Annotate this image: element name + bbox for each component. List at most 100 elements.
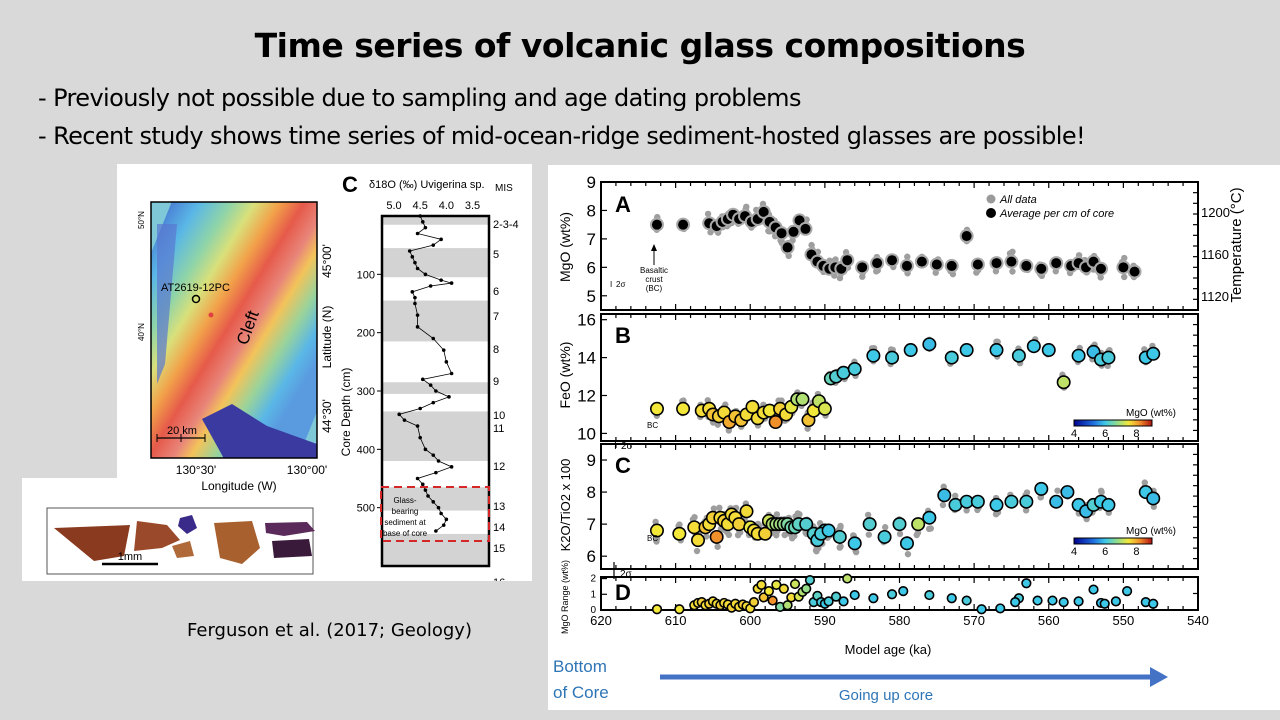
d18o-point	[420, 377, 425, 382]
d18o-point	[402, 418, 407, 422]
d18o-point	[418, 435, 422, 440]
mgo-colored-point	[959, 343, 974, 358]
legend-average: Average per cm of core	[999, 208, 1114, 220]
average-point	[1006, 256, 1017, 267]
y-tick-label: 16	[577, 311, 596, 330]
average-point	[916, 256, 927, 267]
d18o-point	[444, 517, 449, 522]
colorbar-tick-label: 8	[1133, 428, 1139, 440]
mgo-colored-point	[849, 589, 860, 601]
all-data-point	[992, 510, 1000, 518]
average-point	[857, 262, 868, 273]
panel-c: 6 7 8 9	[587, 443, 1199, 570]
legend-average-marker	[986, 208, 996, 218]
mgo-colored-point	[799, 517, 814, 532]
mis-stage-label: 11	[493, 423, 504, 435]
d18o-point	[431, 400, 436, 405]
colorbar-tick-label: 4	[1071, 546, 1077, 558]
d18o-point	[444, 360, 449, 364]
glass-fragment	[178, 515, 197, 534]
panel-a-ylabel: MgO (wt%)	[557, 212, 573, 282]
mgo-colored-point	[649, 523, 664, 538]
mgo-colored-point	[1060, 485, 1075, 500]
citation: Ferguson et al. (2017; Geology)	[187, 620, 472, 641]
average-point	[1095, 263, 1106, 274]
d18o-point	[423, 225, 428, 230]
mgo-colored-point	[709, 529, 724, 544]
all-data-point	[812, 547, 820, 554]
mis-label: MIS	[495, 183, 513, 194]
legend-all-data: All data	[999, 194, 1037, 206]
mgo-colored-point	[995, 603, 1006, 614]
mgo-colored-point	[804, 575, 816, 586]
y-tick-label: 12	[577, 387, 596, 406]
panel-b-error: 2σ	[621, 441, 634, 452]
all-data-point	[1141, 479, 1148, 486]
x-tick-label: 580	[889, 613, 911, 628]
colorbar-tick-label: 6	[1102, 546, 1108, 558]
glass-fragment	[272, 539, 312, 558]
average-point	[946, 260, 957, 271]
depth-tick-label: 300	[357, 386, 375, 398]
d18o-tick-label: 3.5	[465, 200, 480, 212]
panel-b-ylabel: FeO (wt%)	[557, 342, 573, 409]
y-tick-label: 0	[590, 605, 596, 616]
average-point	[887, 255, 898, 266]
panel-c-bc: BC	[647, 534, 658, 543]
mgo-colored-point	[672, 526, 687, 541]
d18o-point	[431, 500, 436, 504]
mis-stage-label: 10	[493, 410, 505, 422]
mgo-colored-point	[989, 343, 1004, 358]
all-data-point	[925, 525, 933, 533]
average-point	[1129, 266, 1140, 277]
mgo-colored-point	[801, 583, 812, 594]
glass-fragment	[54, 525, 130, 561]
d18o-point	[434, 470, 438, 475]
d18o-point	[413, 295, 417, 300]
d18o-point	[415, 476, 420, 481]
colorbar-tick-label: 4	[1071, 428, 1077, 440]
mgo-colored-point	[989, 497, 1004, 512]
colorbar-b	[1073, 419, 1153, 427]
mgo-colored-point	[795, 392, 810, 407]
bc-annotation-line1: Basaltic	[640, 266, 668, 275]
depth-tick-label: 400	[357, 444, 375, 456]
d18o-point	[420, 482, 425, 487]
mgo-colored-point	[922, 510, 937, 525]
panel-a-error: 2σ	[616, 280, 625, 289]
y-tick-label: 1	[590, 589, 596, 600]
d18o-point	[410, 255, 415, 259]
average-point	[776, 228, 787, 239]
plot-frame	[600, 181, 1199, 311]
mis-stage-label: 12	[493, 461, 505, 473]
mgo-colored-point	[961, 595, 972, 606]
average-point	[972, 259, 983, 270]
d18o-point	[415, 424, 420, 428]
lat-tick-50n: 50°N	[137, 211, 146, 229]
bc-annotation-line3: (BC)	[646, 284, 663, 293]
mgo-colored-point	[1058, 597, 1069, 608]
mgo-colored-point	[1073, 596, 1084, 607]
panel-b: 10 12 14 16	[577, 311, 1199, 443]
mgo-colored-point	[1146, 491, 1161, 506]
all-data-point	[1022, 507, 1030, 514]
d18o-point	[431, 453, 436, 457]
y-tick-label: 6	[587, 547, 596, 566]
glass-note-line: base of core	[383, 529, 428, 538]
glass-fragments-panel: 1mm	[22, 478, 324, 581]
bottom-of-core-line1: Bottom	[553, 657, 607, 676]
slide-title: Time series of volcanic glass compositio…	[254, 26, 1026, 65]
mgo-colored-point	[778, 583, 789, 594]
d18o-point	[428, 383, 433, 387]
mgo-colored-point	[817, 401, 832, 416]
mgo-colored-point	[1032, 595, 1043, 606]
d18o-point	[410, 290, 415, 294]
x-tick-label: 620	[590, 613, 612, 628]
d18o-point	[439, 237, 443, 242]
d18o-point	[449, 465, 454, 469]
mgo-colored-point	[1026, 339, 1041, 354]
mgo-colored-point	[763, 586, 775, 597]
mgo-colored-point	[1122, 586, 1133, 597]
mgo-colored-point	[886, 589, 898, 600]
mis-stage-label: 2-3-4	[493, 219, 519, 231]
